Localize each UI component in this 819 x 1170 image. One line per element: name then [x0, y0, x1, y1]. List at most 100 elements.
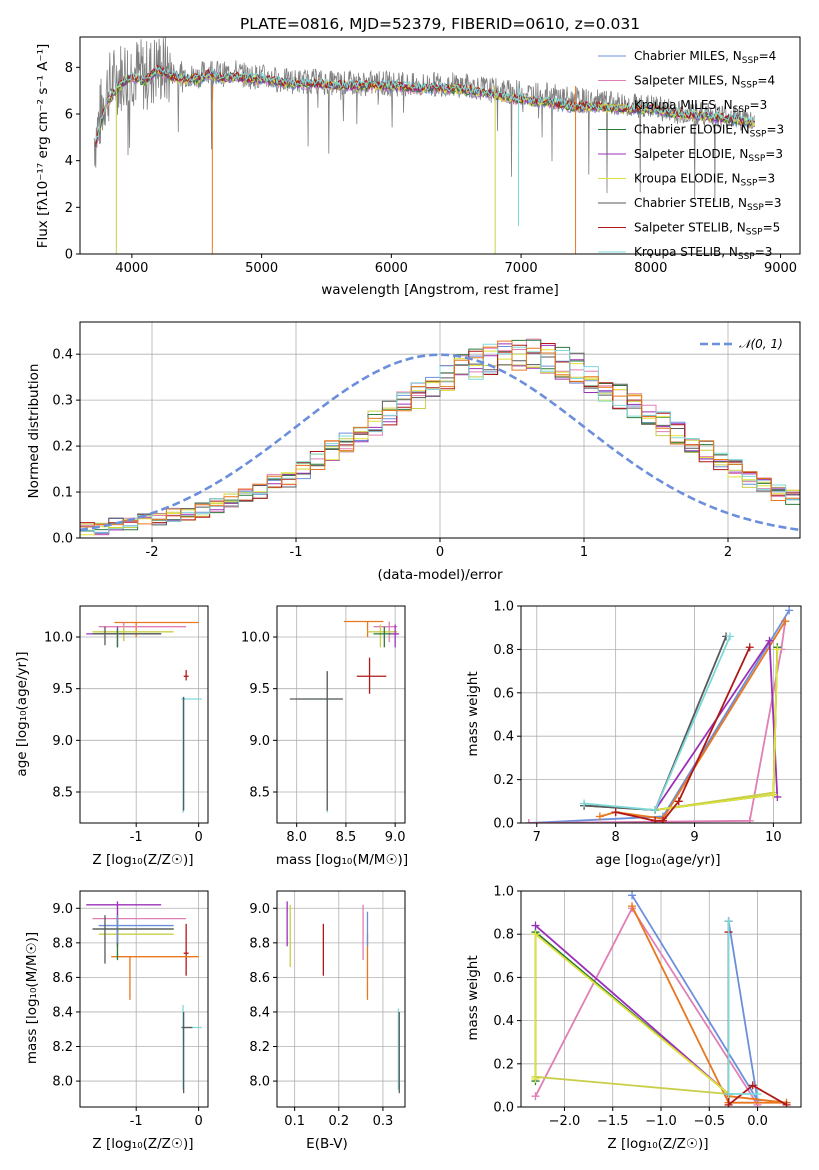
weight-z-marker: [724, 1100, 733, 1107]
weight-age-series-line: [615, 646, 751, 822]
hist-ytick-label: 0.3: [52, 394, 73, 409]
weight-age-ytick-label: 0.2: [493, 773, 514, 788]
age-z-ytick-label: 9.0: [52, 734, 73, 749]
weight-age-xlabel: age [log₁₀(age/yr)]: [595, 852, 720, 868]
legend-value: =3: [766, 123, 784, 137]
legend-label: Chabrier ELODIE, NSSP=3: [634, 123, 784, 140]
mass-z-ytick-label: 8.8: [52, 936, 73, 951]
weight-z-xtick-label: −0.5: [693, 1114, 725, 1129]
weight-age-marker: [726, 632, 735, 641]
weight-age-ytick-label: 0.8: [493, 643, 514, 658]
hist-ylabel: Normed distribution: [26, 364, 42, 499]
age-mass-xtick-label: 8.0: [286, 830, 307, 845]
hist-legend: 𝒩(0, 1): [700, 337, 783, 351]
spectrum-xtick-label: 4000: [115, 261, 148, 276]
legend-value: =3: [755, 245, 773, 259]
age-z-frame: [79, 605, 209, 824]
mass-z-axes: -1 0 8.0 8.2 8.4 8.6 8.8 9.0: [52, 890, 209, 1129]
mass-ebv-marks: [286, 901, 400, 1094]
hist-xtick-label: 1: [580, 545, 588, 560]
legend-label: Salpeter MILES, NSSP=4: [634, 74, 775, 91]
mass-ebv-ytick-label: 8.0: [249, 1075, 270, 1090]
weight-z-series-line: [534, 906, 759, 1106]
weight-z-marker: [628, 902, 637, 911]
legend-value: =4: [759, 49, 777, 63]
weight-age-frame: [520, 605, 802, 824]
hist-ytick-label: 0.4: [52, 348, 73, 363]
spectrum-xtick-label: 9000: [764, 261, 797, 276]
legend-value: =4: [757, 74, 775, 88]
weight-z-series-line: [631, 894, 759, 1101]
age-z-ytick-label: 8.5: [52, 786, 73, 801]
spectrum-model-line: [95, 65, 756, 141]
hist-ytick-label: 0.1: [52, 486, 73, 501]
weight-z-ytick-label: 0.2: [493, 1057, 514, 1072]
hist-xtick-label: 2: [724, 545, 732, 560]
mass-ebv-xlabel: E(B-V): [306, 1136, 348, 1152]
legend-subscript: SSP: [748, 154, 765, 164]
mass-ebv-ytick-label: 8.4: [249, 1005, 270, 1020]
spectrum-xtick-label: 7000: [505, 261, 538, 276]
age-mass-axes: 8.0 8.5 9.0 8.5 9.0 9.5 10.0: [241, 605, 406, 845]
hist-xlabel: (data-model)/error: [377, 567, 503, 583]
mass-z-ytick-label: 8.4: [52, 1005, 73, 1020]
legend-subscript: SSP: [747, 203, 764, 213]
weight-age-ylabel: mass weight: [465, 671, 481, 756]
weight-age-marks: [524, 606, 794, 823]
age-z-axes: -1 0 8.5 9.0 9.5 10.0: [44, 605, 209, 845]
mass-ebv-ytick-label: 8.2: [249, 1040, 270, 1055]
weight-z-ytick-label: 0.8: [493, 928, 514, 943]
weight-age-marker: [580, 799, 589, 808]
age-mass-xlabel: mass [log₁₀(M/M☉)]: [276, 852, 408, 868]
weight-age-marker: [651, 816, 660, 823]
legend-subscript: SSP: [746, 228, 763, 238]
legend-label: Chabrier MILES, NSSP=4: [634, 49, 776, 66]
weight-age-series-line: [654, 637, 779, 811]
weight-age-marker: [595, 812, 604, 821]
weight-age-ytick-label: 0.4: [493, 730, 514, 745]
legend-subscript: SSP: [738, 252, 755, 262]
mass-z-ytick-label: 8.6: [52, 971, 73, 986]
age-z-ytick-label: 10.0: [44, 631, 73, 646]
weight-age-marker: [773, 645, 782, 654]
weight-z-axes: −2.0 −1.5 −1.0 −0.5 0.0 0.0 0.2 0.4 0.6 0.8 1.0: [493, 885, 802, 1129]
legend-value: =3: [764, 196, 782, 210]
weight-age-series-line: [528, 609, 790, 823]
mass-z-ylabel: mass [log₁₀(M/M☉)]: [24, 932, 40, 1064]
mass-z-xtick-label: -1: [130, 1114, 143, 1129]
weight-z-marker: [724, 917, 733, 926]
age-mass-ytick-label: 10.0: [241, 631, 270, 646]
weight-z-ylabel: mass weight: [465, 955, 481, 1040]
mass-z-ytick-label: 8.2: [52, 1040, 73, 1055]
hist-xtick-label: -1: [290, 545, 303, 560]
legend-value: =3: [765, 147, 783, 161]
hist-axes: -2 -1 0 1 2 0.0 0.1 0.2 0.3 0.4: [52, 321, 801, 560]
age-mass-frame: [276, 605, 406, 824]
weight-z-ytick-label: 0.6: [493, 971, 514, 986]
age-z-xtick-label: 0: [194, 830, 202, 845]
weight-age-marker: [745, 643, 754, 652]
weight-age-series-line: [584, 636, 731, 811]
weight-age-xtick-label: 9: [690, 830, 698, 845]
spectrum-ytick-label: 8: [65, 61, 73, 76]
weight-z-series-line: [631, 905, 787, 1104]
weight-z-xtick-label: −2.0: [549, 1114, 581, 1129]
spectrum-ytick-label: 2: [65, 201, 73, 216]
age-z-ytick-label: 9.5: [52, 682, 73, 697]
spectrum-axes: 4000 5000 6000 7000 8000 9000 0 2 4 6 8: [65, 36, 801, 276]
hist-xtick-label: -2: [146, 545, 159, 560]
weight-z-xlabel: Z [log₁₀(Z/Z☉)]: [607, 1136, 708, 1152]
hist-step: [80, 343, 800, 534]
legend-subscript: SSP: [741, 179, 758, 189]
weight-age-axes: 7 8 9 10 0.0 0.2 0.4 0.6 0.8 1.0: [493, 600, 802, 845]
spectrum-ytick-label: 0: [65, 248, 73, 263]
weight-z-marks: [531, 891, 791, 1107]
legend-label: Kroupa STELIB, NSSP=3: [634, 245, 772, 262]
age-z-xlabel: Z [log₁₀(Z/Z☉)]: [92, 852, 193, 868]
weight-z-marker: [748, 1081, 757, 1090]
age-z-marks: [86, 621, 202, 813]
weight-age-series-line: [584, 636, 727, 811]
legend-value: =5: [763, 221, 781, 235]
mass-ebv-ytick-label: 8.6: [249, 971, 270, 986]
legend-label: Chabrier STELIB, NSSP=3: [634, 196, 782, 213]
